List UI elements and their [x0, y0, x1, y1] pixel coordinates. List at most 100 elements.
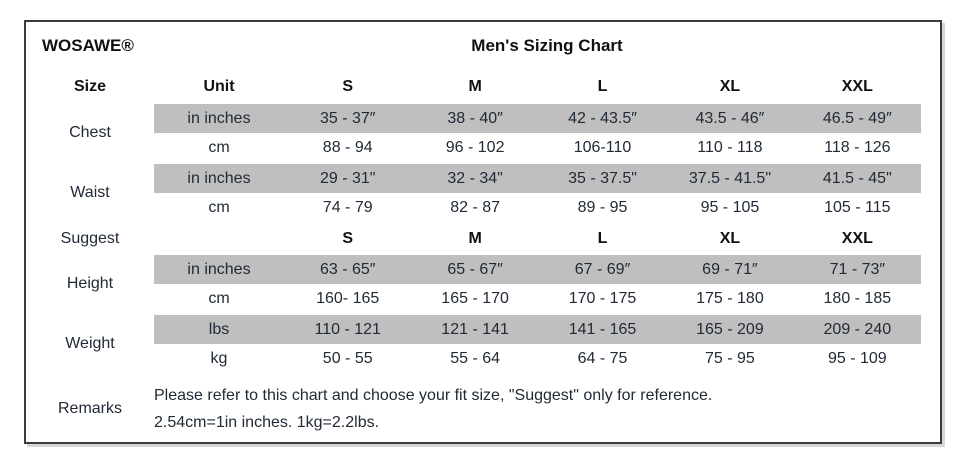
- table-row: S M L XL XXL: [154, 224, 940, 253]
- unit-cell: in inches: [187, 109, 251, 127]
- value-cell: 29 - 31": [319, 169, 376, 187]
- value-cell: 141 - 165: [568, 320, 637, 338]
- value-cell: 106-110: [573, 138, 632, 156]
- value-cell: L: [597, 229, 608, 247]
- section-height: Height in inches 63 - 65″ 65 - 67″ 67 - …: [26, 255, 940, 313]
- table-row: lbs 110 - 121 121 - 141 141 - 165 165 - …: [154, 315, 940, 344]
- weight-rows: lbs 110 - 121 121 - 141 141 - 165 165 - …: [154, 315, 940, 373]
- section-weight: Weight lbs 110 - 121 121 - 141 141 - 165…: [26, 315, 940, 373]
- chest-cm-band: cm 88 - 94 96 - 102 106-110 110 - 118 11…: [154, 133, 921, 162]
- value-cell: 88 - 94: [322, 138, 373, 156]
- table-row: cm 88 - 94 96 - 102 106-110 110 - 118 11…: [154, 133, 940, 162]
- value-cell: 121 - 141: [441, 320, 509, 338]
- unit-cell: in inches: [187, 169, 251, 187]
- value-cell: 71 - 73″: [829, 260, 886, 278]
- value-cell: 95 - 109: [827, 349, 887, 367]
- title-row: WOSAWE® Men's Sizing Chart: [26, 22, 940, 70]
- unit-cell: in inches: [187, 260, 251, 278]
- right-pad: [921, 224, 940, 253]
- value-cell: 35 - 37.5": [568, 169, 637, 187]
- sizing-chart-table: WOSAWE® Men's Sizing Chart Size Unit S M…: [24, 20, 942, 444]
- value-cell: 110 - 118: [697, 138, 763, 156]
- column-header-l: L: [597, 78, 608, 95]
- value-cell: 89 - 95: [577, 198, 628, 216]
- right-pad: [921, 104, 940, 133]
- row-label-weight: Weight: [65, 335, 115, 352]
- right-pad: [921, 70, 940, 104]
- value-cell: 95 - 105: [700, 198, 760, 216]
- right-pad: [921, 193, 940, 222]
- column-header-row: Size Unit S M L XL XXL: [26, 70, 940, 104]
- unit-cell: lbs: [208, 320, 230, 338]
- page-title: Men's Sizing Chart: [471, 36, 623, 55]
- value-cell: 65 - 67″: [447, 260, 503, 278]
- value-cell: 42 - 43.5″: [568, 109, 637, 127]
- chest-inches-band: in inches 35 - 37″ 38 - 40″ 42 - 43.5″ 4…: [154, 104, 921, 133]
- value-cell: 35 - 37″: [319, 109, 376, 127]
- column-header-size: Size: [73, 78, 106, 95]
- table-row: in inches 63 - 65″ 65 - 67″ 67 - 69″ 69 …: [154, 255, 940, 284]
- value-cell: 96 - 102: [445, 138, 505, 156]
- weight-lbs-band: lbs 110 - 121 121 - 141 141 - 165 165 - …: [154, 315, 921, 344]
- value-cell: M: [468, 229, 482, 247]
- waist-cm-band: cm 74 - 79 82 - 87 89 - 95 95 - 105 105 …: [154, 193, 921, 222]
- table-row: in inches 29 - 31" 32 - 34" 35 - 37.5" 3…: [154, 164, 940, 193]
- value-cell: 67 - 69″: [574, 260, 631, 278]
- value-cell: S: [342, 229, 354, 247]
- row-label-remarks: Remarks: [57, 399, 122, 417]
- value-cell: 110 - 121: [314, 320, 381, 338]
- right-pad: [921, 344, 940, 373]
- remarks-text: Please refer to this chart and choose yo…: [154, 375, 940, 442]
- value-cell: 43.5 - 46″: [695, 109, 765, 127]
- table-row: kg 50 - 55 55 - 64 64 - 75 75 - 95 95 - …: [154, 344, 940, 373]
- value-cell: 41.5 - 45": [822, 169, 892, 187]
- row-label-suggest: Suggest: [60, 229, 120, 247]
- column-header-xl: XL: [719, 78, 741, 95]
- table-row: cm 74 - 79 82 - 87 89 - 95 95 - 105 105 …: [154, 193, 940, 222]
- column-header-s: S: [342, 78, 354, 95]
- unit-cell: kg: [210, 349, 228, 367]
- value-cell: 37.5 - 41.5": [688, 169, 772, 187]
- right-pad: [921, 315, 940, 344]
- value-cell: 63 - 65″: [319, 260, 376, 278]
- value-cell: 105 - 115: [824, 198, 891, 216]
- weight-kg-band: kg 50 - 55 55 - 64 64 - 75 75 - 95 95 - …: [154, 344, 921, 373]
- column-header-xxl: XXL: [841, 78, 873, 95]
- height-rows: in inches 63 - 65″ 65 - 67″ 67 - 69″ 69 …: [154, 255, 940, 313]
- row-label-height: Height: [66, 275, 114, 292]
- right-pad: [921, 164, 940, 193]
- suggest-band: S M L XL XXL: [154, 224, 921, 253]
- value-cell: 69 - 71″: [702, 260, 758, 278]
- row-label-waist: Waist: [70, 184, 110, 201]
- value-cell: 50 - 55: [322, 349, 373, 367]
- remarks-line-2: 2.54cm=1in inches. 1kg=2.2lbs.: [154, 413, 380, 431]
- chest-rows: in inches 35 - 37″ 38 - 40″ 42 - 43.5″ 4…: [154, 104, 940, 162]
- section-waist: Waist in inches 29 - 31" 32 - 34" 35 - 3…: [26, 164, 940, 222]
- right-pad: [921, 255, 940, 284]
- section-suggest: Suggest S M L XL XXL: [26, 224, 940, 253]
- right-pad: [921, 133, 940, 162]
- value-cell: 82 - 87: [450, 198, 501, 216]
- section-remarks: Remarks Please refer to this chart and c…: [26, 375, 940, 442]
- value-cell: 165 - 209: [696, 320, 764, 338]
- remarks-line-1: Please refer to this chart and choose yo…: [154, 386, 713, 404]
- value-cell: 209 - 240: [823, 320, 892, 338]
- section-chest: Chest in inches 35 - 37″ 38 - 40″ 42 - 4…: [26, 104, 940, 162]
- value-cell: 170 - 175: [568, 289, 637, 307]
- column-header-band: Unit S M L XL XXL: [154, 70, 921, 104]
- column-header-m: M: [468, 78, 482, 95]
- column-header-unit: Unit: [203, 78, 235, 95]
- value-cell: 165 - 170: [441, 289, 509, 307]
- value-cell: 46.5 - 49″: [822, 109, 892, 127]
- value-cell: XXL: [841, 229, 873, 247]
- value-cell: 55 - 64: [450, 349, 501, 367]
- value-cell: 32 - 34": [447, 169, 503, 187]
- height-inches-band: in inches 63 - 65″ 65 - 67″ 67 - 69″ 69 …: [154, 255, 921, 284]
- unit-cell: cm: [208, 198, 230, 216]
- value-cell: 118 - 126: [824, 138, 891, 156]
- suggest-rows: S M L XL XXL: [154, 224, 940, 253]
- row-label-chest: Chest: [69, 124, 111, 141]
- table-row: cm 160- 165 165 - 170 170 - 175 175 - 18…: [154, 284, 940, 313]
- waist-inches-band: in inches 29 - 31" 32 - 34" 35 - 37.5" 3…: [154, 164, 921, 193]
